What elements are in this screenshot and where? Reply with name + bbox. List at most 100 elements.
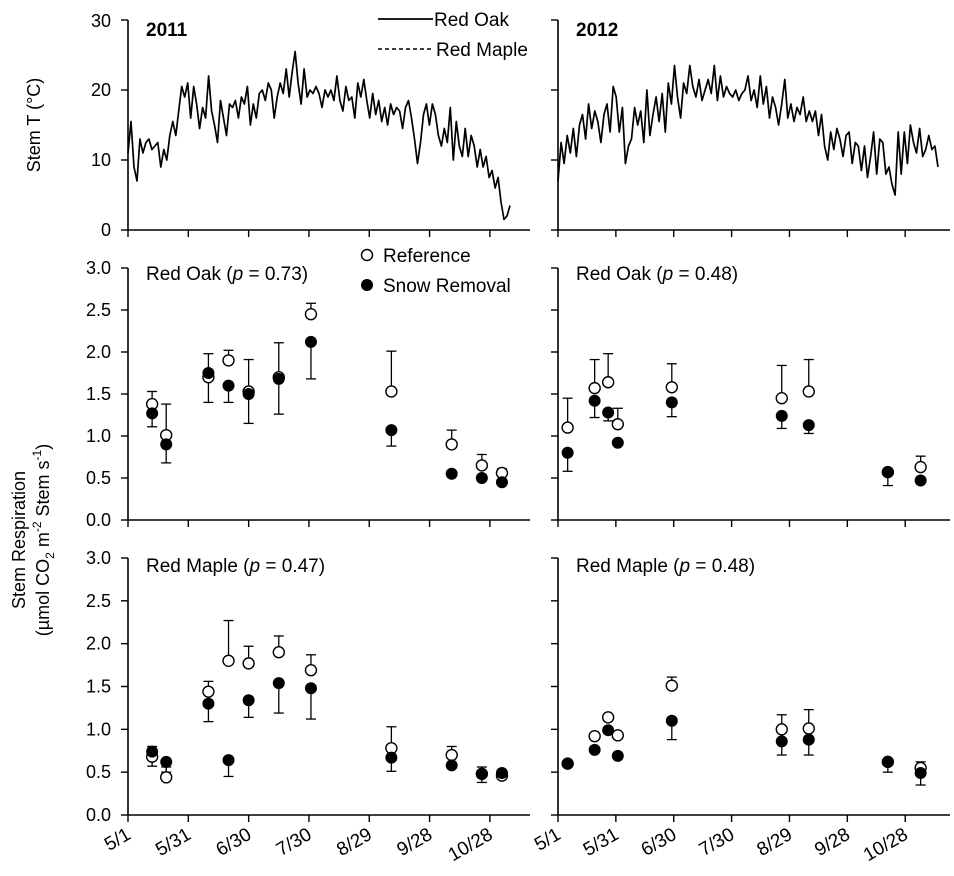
panel-red-maple-2012: Red Maple (p = 0.48): [557, 556, 950, 816]
point-snow-removal: [445, 467, 458, 480]
point-snow-removal: [222, 754, 235, 767]
point-snow-removal: [222, 379, 235, 392]
point-reference: [385, 385, 398, 398]
y-tick-label: 20: [91, 80, 111, 100]
point-snow-removal: [475, 767, 488, 780]
x-tick-label: 7/30: [273, 824, 316, 861]
point-reference: [775, 392, 788, 405]
point-reference: [445, 438, 458, 451]
y-tick-label: 1.0: [86, 426, 111, 446]
point-reference: [475, 459, 489, 472]
point-snow-removal: [160, 438, 173, 451]
panel-label: Red Maple (p = 0.48): [576, 556, 755, 577]
point-snow-removal: [202, 367, 215, 379]
point-snow-removal: [588, 394, 601, 407]
year-label: 2011: [146, 20, 188, 41]
point-snow-removal: [242, 694, 255, 707]
point-reference: [445, 748, 458, 762]
x-tick-label: 5/1: [531, 824, 564, 855]
legend: Reference Snow Removal: [360, 246, 511, 297]
point-reference: [222, 354, 235, 367]
y-axis-label-line1: Stem Respiration: [9, 471, 29, 609]
point-snow-removal: [611, 436, 624, 449]
y-tick-label: 0: [101, 220, 111, 240]
y-tick-label: 2.5: [86, 300, 111, 320]
y-axis-label: Stem T (°C): [24, 78, 44, 173]
point-reference: [802, 722, 815, 735]
x-tick-label: 9/28: [394, 824, 437, 861]
point-reference: [665, 679, 679, 692]
point-snow-removal: [272, 372, 285, 385]
point-snow-removal: [146, 407, 159, 420]
point-reference: [272, 646, 285, 659]
legend-label: Snow Removal: [383, 276, 511, 297]
x-tick-label: 6/30: [638, 824, 681, 861]
point-reference: [601, 711, 615, 724]
point-reference: [222, 654, 235, 667]
point-snow-removal: [561, 757, 574, 770]
panel-red-oak-2011: Red Oak (p = 0.73) Reference Snow Remova…: [127, 246, 530, 521]
x-tick-label: 8/29: [333, 824, 376, 861]
point-reference: [159, 771, 173, 784]
point-snow-removal: [304, 682, 317, 695]
point-snow-removal: [802, 733, 815, 746]
point-snow-removal: [602, 406, 615, 419]
panel-label: Red Maple (p = 0.47): [146, 556, 325, 577]
point-reference: [561, 421, 574, 434]
x-tick-label: 7/30: [696, 824, 739, 861]
y-tick-label: 1.0: [86, 719, 111, 739]
y-tick-label: 2.0: [86, 342, 111, 362]
point-snow-removal: [775, 735, 788, 748]
point-reference: [588, 729, 601, 743]
series-line-red-oak: [127, 50, 511, 221]
point-snow-removal: [495, 476, 508, 489]
point-snow-removal: [272, 677, 285, 690]
year-label: 2012: [576, 20, 618, 41]
legend: Red Oak Red Maple: [378, 10, 528, 61]
y-tick-label: 2.0: [86, 634, 111, 654]
point-reference: [304, 664, 318, 677]
legend-marker-open: [360, 248, 374, 262]
point-snow-removal: [881, 466, 894, 479]
point-snow-removal: [602, 724, 615, 737]
point-snow-removal: [775, 409, 788, 422]
point-snow-removal: [146, 745, 159, 758]
point-reference: [802, 385, 815, 398]
point-snow-removal: [802, 419, 815, 432]
point-reference: [914, 460, 927, 474]
y-tick-label: 0.0: [86, 510, 111, 530]
y-tick-label: 30: [91, 11, 111, 31]
point-reference: [601, 376, 615, 389]
point-snow-removal: [495, 767, 508, 780]
point-snow-removal: [160, 755, 173, 768]
point-snow-removal: [475, 472, 488, 484]
y-tick-label: 3.0: [86, 258, 111, 278]
x-tick-label: 6/30: [213, 824, 256, 861]
point-snow-removal: [445, 759, 458, 772]
series-line-red-oak: [557, 64, 939, 196]
x-tick-label: 9/28: [811, 824, 854, 861]
x-tick-label: 5/1: [101, 824, 134, 855]
point-snow-removal: [385, 424, 398, 437]
y-tick-label: 0.5: [86, 468, 111, 488]
x-tick-label: 5/31: [152, 824, 195, 861]
point-snow-removal: [561, 446, 574, 459]
panel-label: Red Oak (p = 0.73): [146, 264, 308, 285]
y-tick-label: 3.0: [86, 548, 111, 568]
point-snow-removal: [304, 335, 317, 348]
panel-temperature-2012: 2012: [557, 20, 950, 231]
point-snow-removal: [202, 697, 215, 710]
x-tick-label: 10/28: [445, 824, 497, 866]
point-reference: [611, 729, 624, 742]
x-tick-label: 10/28: [860, 824, 912, 866]
legend-label: Red Maple: [436, 40, 528, 61]
panel-red-oak-2012: Red Oak (p = 0.48): [557, 264, 950, 521]
point-reference: [202, 685, 215, 698]
y-tick-label: 2.5: [86, 591, 111, 611]
point-snow-removal: [665, 396, 678, 409]
point-reference: [304, 308, 318, 321]
point-snow-removal: [385, 751, 398, 764]
point-reference: [242, 657, 255, 670]
point-snow-removal: [914, 767, 927, 780]
